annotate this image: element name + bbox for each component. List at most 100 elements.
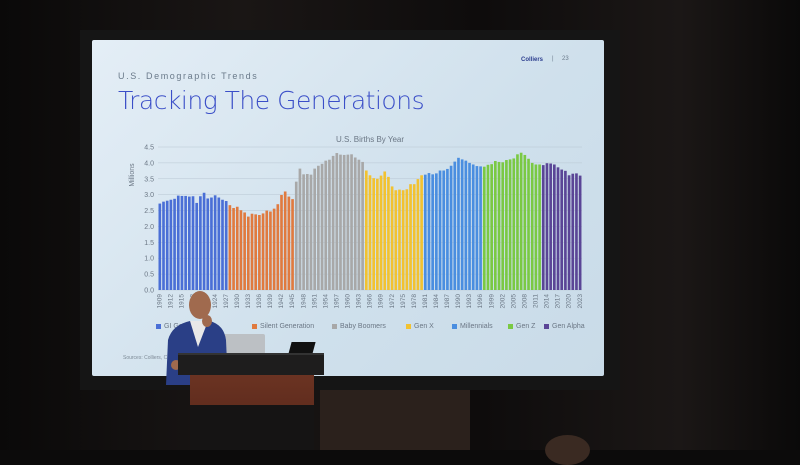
x-tick-label: 1909 xyxy=(156,294,163,309)
bar-2005 xyxy=(512,158,516,290)
x-tick-label: 1912 xyxy=(168,294,175,309)
x-tick-label: 2017 xyxy=(555,294,562,309)
bar-1911 xyxy=(165,200,169,290)
bar-1946 xyxy=(294,181,298,290)
legend-item: Gen X xyxy=(406,323,434,330)
x-tick-label: 1999 xyxy=(488,294,495,309)
x-tick-label: 1954 xyxy=(322,294,329,309)
x-tick-label: 1993 xyxy=(466,294,473,309)
bar-2022 xyxy=(575,173,578,290)
bar-1915 xyxy=(180,195,184,290)
bar-1948 xyxy=(302,174,305,290)
bar-1953 xyxy=(320,163,324,290)
legend-swatch xyxy=(452,324,457,329)
x-tick-label: 1939 xyxy=(267,294,274,309)
x-tick-label: 1945 xyxy=(289,294,296,309)
bar-1976 xyxy=(405,189,409,290)
x-tick-label: 1963 xyxy=(356,294,363,309)
bar-2021 xyxy=(571,173,575,290)
legend-label: Baby Boomers xyxy=(340,323,386,330)
bar-1982 xyxy=(427,173,431,290)
bar-1970 xyxy=(383,171,387,290)
bar-1967 xyxy=(372,178,375,290)
legend-item: Gen Z xyxy=(508,323,535,330)
bar-1969 xyxy=(379,175,383,290)
bar-1958 xyxy=(339,154,342,290)
bar-2011 xyxy=(534,164,538,290)
bar-1963 xyxy=(357,159,361,290)
x-tick-label: 1933 xyxy=(245,294,252,309)
bar-1995 xyxy=(475,166,479,290)
bar-1959 xyxy=(342,154,346,290)
bar-1996 xyxy=(479,166,482,290)
bar-1984 xyxy=(435,173,438,290)
podium-top xyxy=(178,353,324,375)
bar-1954 xyxy=(324,160,328,290)
bar-1949 xyxy=(305,174,309,290)
bar-1952 xyxy=(317,165,320,290)
bar-1951 xyxy=(313,168,317,290)
bar-1961 xyxy=(350,154,353,290)
bar-1917 xyxy=(187,196,191,290)
bar-1943 xyxy=(283,191,287,290)
x-tick-label: 2008 xyxy=(521,294,528,309)
bar-1909 xyxy=(158,203,162,290)
bar-1990 xyxy=(457,157,460,290)
legend-label: Gen X xyxy=(414,323,434,330)
bar-1923 xyxy=(210,197,213,290)
bar-1960 xyxy=(346,154,350,290)
audience-head xyxy=(545,435,590,465)
legend-label: Gen Alpha xyxy=(552,323,585,330)
bar-1921 xyxy=(202,192,206,290)
podium-base xyxy=(190,405,314,450)
bar-1935 xyxy=(254,214,258,290)
bar-1985 xyxy=(438,170,442,290)
bar-1920 xyxy=(199,196,202,290)
x-tick-label: 1948 xyxy=(300,294,307,309)
x-tick-label: 2023 xyxy=(577,294,584,309)
legend-swatch xyxy=(252,324,257,329)
x-tick-label: 1936 xyxy=(256,294,263,309)
x-tick-label: 1996 xyxy=(477,294,484,309)
bar-1987 xyxy=(446,168,449,290)
bar-2020 xyxy=(567,175,571,290)
x-tick-label: 2014 xyxy=(544,294,551,309)
bar-1997 xyxy=(482,166,486,290)
bar-2019 xyxy=(564,170,567,290)
legend-label: Silent Generation xyxy=(260,323,315,330)
x-tick-label: 1966 xyxy=(367,294,374,309)
x-tick-label: 1975 xyxy=(400,294,407,309)
bar-2006 xyxy=(516,154,519,290)
bar-1992 xyxy=(464,160,468,290)
bar-1965 xyxy=(364,170,368,290)
bar-2004 xyxy=(508,159,512,290)
y-tick-label: 1.0 xyxy=(144,256,154,263)
bar-1922 xyxy=(206,198,210,290)
bar-2001 xyxy=(497,161,501,290)
legend-swatch xyxy=(332,324,337,329)
bar-1938 xyxy=(265,210,269,290)
legend-swatch xyxy=(544,324,549,329)
bar-1912 xyxy=(169,199,173,290)
bar-2016 xyxy=(553,164,556,290)
bar-1971 xyxy=(387,176,390,290)
bar-2000 xyxy=(494,160,497,290)
x-tick-label: 2002 xyxy=(499,294,506,309)
bar-1945 xyxy=(291,199,294,290)
legend-item: Millennials xyxy=(452,323,493,330)
bar-1983 xyxy=(431,174,434,290)
bar-1929 xyxy=(232,208,235,290)
x-tick-label: 1924 xyxy=(212,294,219,309)
bar-1942 xyxy=(280,194,283,290)
bar-1973 xyxy=(394,190,398,290)
legend-item: Silent Generation xyxy=(252,323,314,330)
bar-1947 xyxy=(298,168,302,290)
slide-title: Tracking The Generations xyxy=(118,86,425,115)
bar-2010 xyxy=(530,162,534,290)
page-number: 23 xyxy=(562,56,569,62)
bar-1955 xyxy=(328,159,331,290)
bar-1926 xyxy=(221,199,224,290)
bar-1999 xyxy=(490,164,493,290)
x-tick-label: 1984 xyxy=(433,294,440,309)
bar-1975 xyxy=(401,190,405,290)
